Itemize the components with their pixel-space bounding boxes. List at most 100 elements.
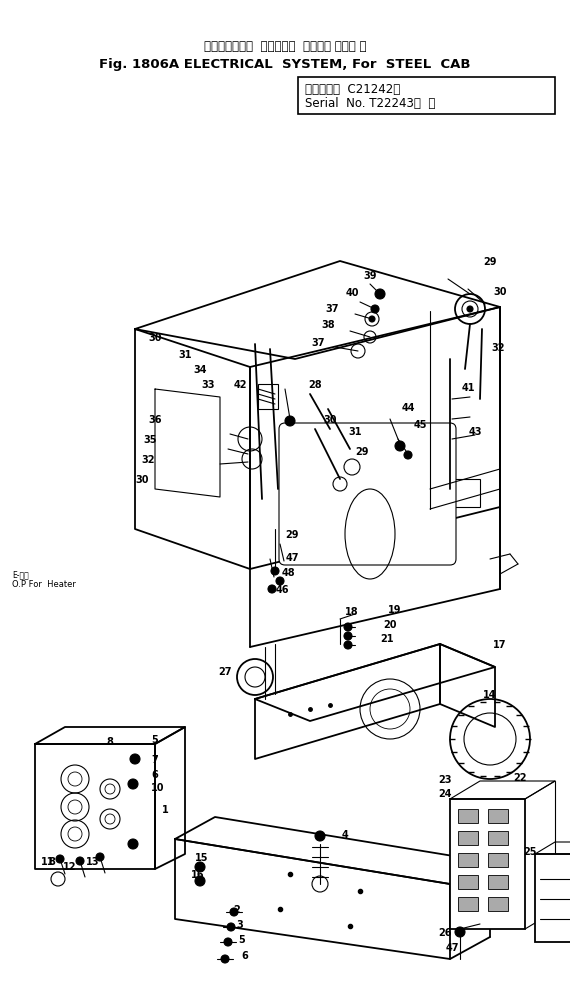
- Text: 18: 18: [345, 606, 359, 616]
- Text: 29: 29: [355, 447, 369, 457]
- Circle shape: [467, 307, 473, 313]
- Text: 35: 35: [143, 435, 157, 445]
- Text: 5: 5: [239, 934, 245, 944]
- Text: 43: 43: [468, 427, 482, 437]
- Text: 37: 37: [325, 304, 339, 314]
- Text: 16: 16: [192, 869, 205, 880]
- Circle shape: [128, 779, 138, 789]
- Text: 30: 30: [148, 332, 162, 343]
- Circle shape: [344, 632, 352, 640]
- Circle shape: [276, 578, 284, 586]
- Text: 47: 47: [285, 552, 299, 562]
- Text: 45: 45: [413, 420, 427, 430]
- Text: 28: 28: [308, 380, 322, 389]
- Text: 24: 24: [438, 788, 452, 799]
- Text: Serial  No. T22243～  ）: Serial No. T22243～ ）: [305, 97, 435, 109]
- Bar: [458, 897, 478, 911]
- Text: 29: 29: [285, 529, 299, 539]
- Text: 13: 13: [86, 856, 100, 866]
- Text: 1: 1: [162, 805, 168, 814]
- Circle shape: [271, 567, 279, 576]
- Text: 46: 46: [275, 585, 289, 595]
- Bar: [458, 810, 478, 823]
- Text: 30: 30: [135, 474, 149, 484]
- Text: 8: 8: [107, 737, 113, 746]
- Text: 48: 48: [281, 567, 295, 578]
- Bar: [488, 897, 508, 911]
- Bar: [488, 810, 508, 823]
- Text: 30: 30: [323, 414, 337, 425]
- Circle shape: [344, 623, 352, 631]
- Bar: [488, 831, 508, 845]
- Circle shape: [285, 416, 295, 427]
- Text: 11: 11: [41, 856, 55, 866]
- Circle shape: [315, 831, 325, 841]
- Text: 19: 19: [388, 604, 402, 614]
- Text: 23: 23: [438, 774, 452, 784]
- Circle shape: [455, 927, 465, 937]
- Text: エレクトリカル  システム，  スチール キャブ 用: エレクトリカル システム， スチール キャブ 用: [203, 40, 367, 53]
- Bar: [458, 876, 478, 889]
- Bar: [535, 854, 570, 942]
- Circle shape: [76, 857, 84, 865]
- Text: 20: 20: [383, 619, 397, 629]
- Circle shape: [130, 754, 140, 764]
- Text: 22: 22: [513, 772, 527, 782]
- Bar: [488, 853, 508, 867]
- Circle shape: [128, 839, 138, 849]
- Text: 8: 8: [48, 856, 55, 866]
- Circle shape: [56, 855, 64, 863]
- Circle shape: [371, 306, 379, 314]
- Circle shape: [395, 442, 405, 452]
- Text: 14: 14: [483, 689, 496, 699]
- Bar: [458, 853, 478, 867]
- Text: 31: 31: [178, 350, 192, 360]
- Text: 30: 30: [493, 287, 507, 297]
- Circle shape: [268, 586, 276, 594]
- Text: 31: 31: [348, 427, 362, 437]
- Text: 10: 10: [151, 782, 165, 792]
- Text: 15: 15: [196, 852, 209, 862]
- Circle shape: [96, 853, 104, 861]
- Circle shape: [224, 938, 232, 946]
- Bar: [298, 78, 555, 115]
- Text: 32: 32: [491, 343, 505, 353]
- Text: 34: 34: [193, 365, 207, 375]
- Circle shape: [375, 290, 385, 300]
- Text: 6: 6: [242, 951, 249, 960]
- Circle shape: [195, 877, 205, 886]
- Text: 7: 7: [152, 754, 158, 764]
- Text: 4: 4: [341, 829, 348, 839]
- Circle shape: [195, 862, 205, 872]
- Text: 2: 2: [234, 904, 241, 914]
- Circle shape: [404, 452, 412, 459]
- Circle shape: [369, 317, 375, 322]
- Text: 5: 5: [152, 735, 158, 744]
- Text: 38: 38: [321, 319, 335, 329]
- Text: 6: 6: [152, 769, 158, 779]
- Text: 21: 21: [380, 633, 394, 643]
- Bar: [450, 479, 480, 508]
- Text: 42: 42: [233, 380, 247, 389]
- Text: 41: 41: [461, 383, 475, 392]
- Bar: [458, 831, 478, 845]
- FancyBboxPatch shape: [279, 424, 456, 565]
- Text: 26: 26: [438, 927, 452, 937]
- Text: E-タ用: E-タ用: [12, 570, 28, 579]
- Circle shape: [221, 955, 229, 963]
- Text: Fig. 1806A ELECTRICAL  SYSTEM, For  STEEL  CAB: Fig. 1806A ELECTRICAL SYSTEM, For STEEL …: [99, 58, 471, 71]
- Bar: [258, 385, 278, 409]
- Text: 36: 36: [148, 414, 162, 425]
- Text: 27: 27: [218, 667, 232, 676]
- Text: 33: 33: [201, 380, 215, 389]
- Text: 40: 40: [345, 288, 359, 298]
- Text: 39: 39: [363, 271, 377, 281]
- Text: 3: 3: [237, 919, 243, 929]
- Text: 29: 29: [483, 256, 496, 267]
- Text: 44: 44: [401, 402, 415, 412]
- Text: 32: 32: [141, 455, 154, 464]
- Text: 25: 25: [523, 846, 537, 856]
- Circle shape: [230, 908, 238, 916]
- Text: 12: 12: [63, 861, 77, 871]
- Text: 47: 47: [445, 942, 459, 952]
